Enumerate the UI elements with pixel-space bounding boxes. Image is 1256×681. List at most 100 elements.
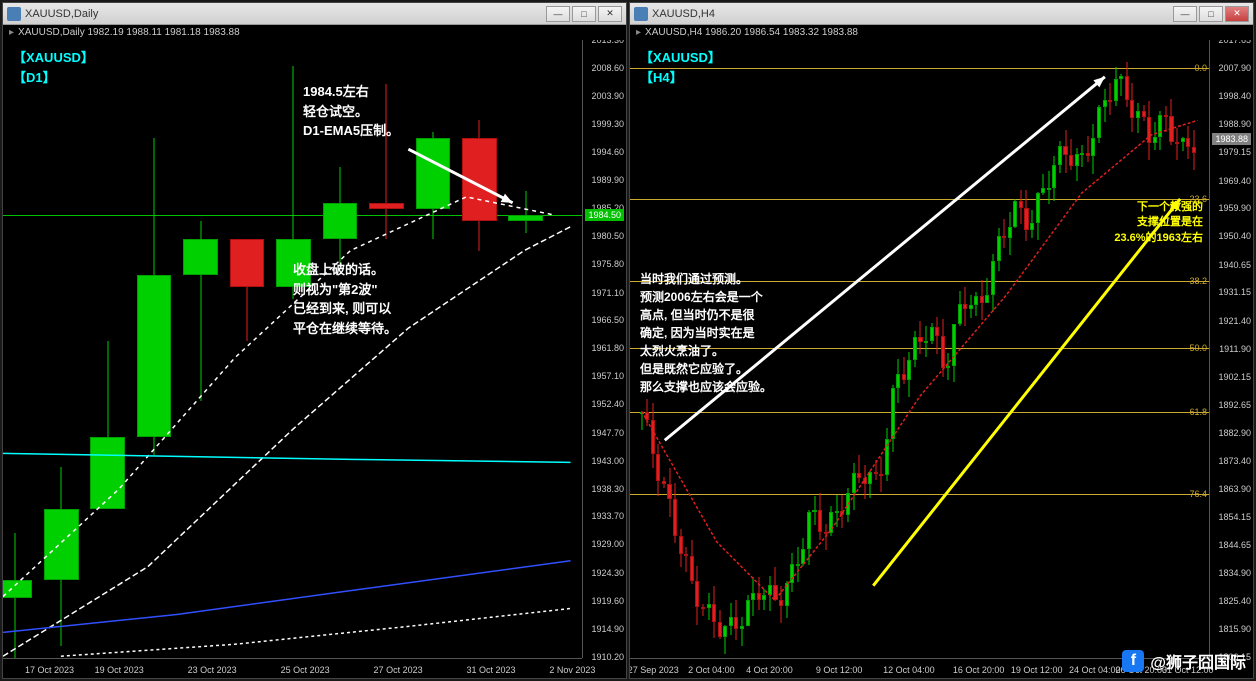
candle[interactable] [796, 547, 800, 582]
candle[interactable] [1008, 212, 1012, 255]
candle[interactable] [508, 191, 543, 233]
candle[interactable] [734, 600, 738, 641]
candle[interactable] [1030, 210, 1034, 238]
candle[interactable] [90, 341, 125, 509]
candle[interactable] [941, 319, 945, 377]
candle[interactable] [1036, 192, 1040, 240]
titlebar-h4[interactable]: XAUUSD,H4 — □ ✕ [630, 3, 1253, 25]
candle[interactable] [183, 221, 218, 401]
candle[interactable] [230, 239, 265, 341]
candle[interactable] [902, 357, 906, 384]
candle[interactable] [1052, 156, 1056, 201]
candle[interactable] [640, 412, 644, 430]
candle[interactable] [768, 576, 772, 611]
candle[interactable] [1142, 105, 1146, 121]
candle[interactable] [846, 488, 850, 521]
candle[interactable] [857, 455, 861, 483]
candle[interactable] [868, 471, 872, 498]
candle[interactable] [667, 468, 671, 516]
candle[interactable] [824, 524, 828, 550]
candle[interactable] [1063, 130, 1067, 173]
candle[interactable] [1169, 99, 1173, 144]
candle[interactable] [997, 228, 1001, 271]
candle[interactable] [729, 603, 733, 635]
titlebar-daily[interactable]: XAUUSD,Daily — □ ✕ [3, 3, 626, 25]
candle[interactable] [1058, 141, 1062, 173]
candle[interactable] [1153, 122, 1157, 151]
candle[interactable] [1091, 124, 1095, 173]
close-button[interactable]: ✕ [1225, 6, 1249, 22]
candle[interactable] [1130, 83, 1134, 131]
candle[interactable] [1147, 101, 1151, 160]
candle[interactable] [818, 493, 822, 540]
candle[interactable] [44, 467, 79, 647]
minimize-button[interactable]: — [546, 6, 570, 22]
candle[interactable] [416, 132, 451, 240]
candle[interactable] [1119, 74, 1123, 96]
candle[interactable] [695, 566, 699, 624]
candle[interactable] [1013, 199, 1017, 229]
maximize-button[interactable]: □ [1199, 6, 1223, 22]
candle[interactable] [718, 610, 722, 639]
candle[interactable] [462, 120, 497, 252]
candle[interactable] [930, 323, 934, 344]
candle[interactable] [1080, 145, 1084, 167]
candle[interactable] [1002, 219, 1006, 248]
candle[interactable] [751, 577, 755, 616]
candle[interactable] [746, 595, 750, 627]
candle[interactable] [885, 428, 889, 481]
candle[interactable] [712, 586, 716, 638]
candle[interactable] [773, 567, 777, 601]
candle[interactable] [852, 463, 856, 510]
maximize-button[interactable]: □ [572, 6, 596, 22]
candle[interactable] [963, 287, 967, 326]
candle[interactable] [779, 586, 783, 623]
candle[interactable] [323, 167, 358, 269]
candle[interactable] [1158, 111, 1162, 150]
candle[interactable] [740, 617, 744, 646]
candle[interactable] [874, 460, 878, 480]
candle[interactable] [684, 547, 688, 572]
candle[interactable] [840, 495, 844, 528]
candle[interactable] [3, 533, 32, 671]
candle[interactable] [913, 331, 917, 367]
candle[interactable] [1192, 130, 1196, 170]
candle[interactable] [651, 403, 655, 468]
candle[interactable] [952, 324, 956, 382]
candle[interactable] [991, 254, 995, 311]
candle[interactable] [1136, 103, 1140, 133]
close-button[interactable]: ✕ [598, 6, 622, 22]
chart-h4[interactable]: 0.023.638.250.061.876.4 【XAUUSD】 【H4】 当时… [630, 40, 1253, 678]
candle[interactable] [757, 577, 761, 611]
candle[interactable] [879, 457, 883, 492]
candle[interactable] [1019, 190, 1023, 223]
candle[interactable] [1075, 148, 1079, 181]
candle[interactable] [662, 477, 666, 488]
candle[interactable] [969, 295, 973, 318]
candle[interactable] [762, 589, 766, 610]
candle[interactable] [790, 553, 794, 592]
candle[interactable] [812, 496, 816, 525]
candle[interactable] [1186, 126, 1190, 159]
candle[interactable] [707, 593, 711, 620]
candle[interactable] [835, 495, 839, 527]
candle[interactable] [980, 280, 984, 319]
candle[interactable] [1103, 89, 1107, 122]
candle[interactable] [656, 444, 660, 496]
candle[interactable] [896, 359, 900, 403]
candle[interactable] [1047, 171, 1051, 204]
candle[interactable] [985, 278, 989, 303]
candle[interactable] [1086, 136, 1090, 162]
candle[interactable] [1069, 139, 1073, 169]
candle[interactable] [679, 529, 683, 567]
candle[interactable] [958, 291, 962, 326]
chart-daily[interactable]: 【XAUUSD】 【D1】 1984.5左右 轻仓试空。 D1-EMA5压制。 … [3, 40, 626, 678]
candle[interactable] [807, 510, 811, 564]
candle[interactable] [1125, 62, 1129, 107]
candle[interactable] [785, 581, 789, 618]
candle[interactable] [891, 385, 895, 452]
candle[interactable] [137, 138, 172, 455]
candle[interactable] [690, 540, 694, 585]
candle[interactable] [673, 483, 677, 543]
candle[interactable] [1024, 190, 1028, 241]
